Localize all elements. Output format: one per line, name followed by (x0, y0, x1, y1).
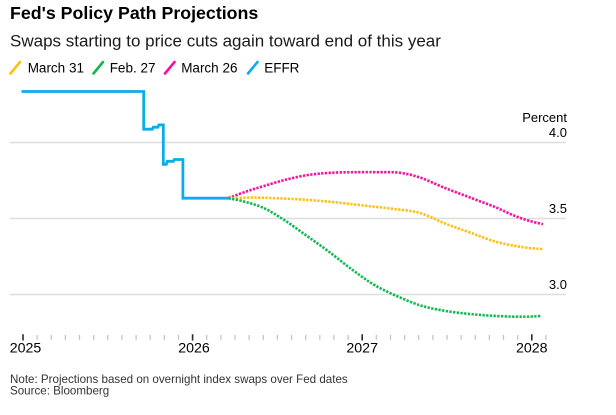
svg-text:3.5: 3.5 (549, 201, 567, 216)
svg-text:3.0: 3.0 (549, 277, 567, 292)
svg-text:Source: Bloomberg: Source: Bloomberg (10, 385, 109, 398)
svg-text:Note: Projections based on ove: Note: Projections based on overnight ind… (10, 373, 348, 386)
svg-text:March 31: March 31 (28, 61, 84, 76)
svg-text:Fed's Policy Path Projections: Fed's Policy Path Projections (10, 3, 258, 23)
svg-text:Percent: Percent (522, 110, 567, 125)
svg-text:Feb. 27: Feb. 27 (110, 61, 156, 76)
svg-text:EFFR: EFFR (264, 61, 299, 76)
svg-text:4.0: 4.0 (549, 125, 567, 140)
svg-text:March 26: March 26 (181, 61, 237, 76)
svg-text:Swaps starting to price cuts a: Swaps starting to price cuts again towar… (10, 32, 441, 51)
svg-text:2028: 2028 (516, 341, 548, 357)
svg-text:2026: 2026 (178, 341, 210, 357)
svg-text:2025: 2025 (10, 341, 42, 357)
svg-text:2027: 2027 (346, 341, 378, 357)
